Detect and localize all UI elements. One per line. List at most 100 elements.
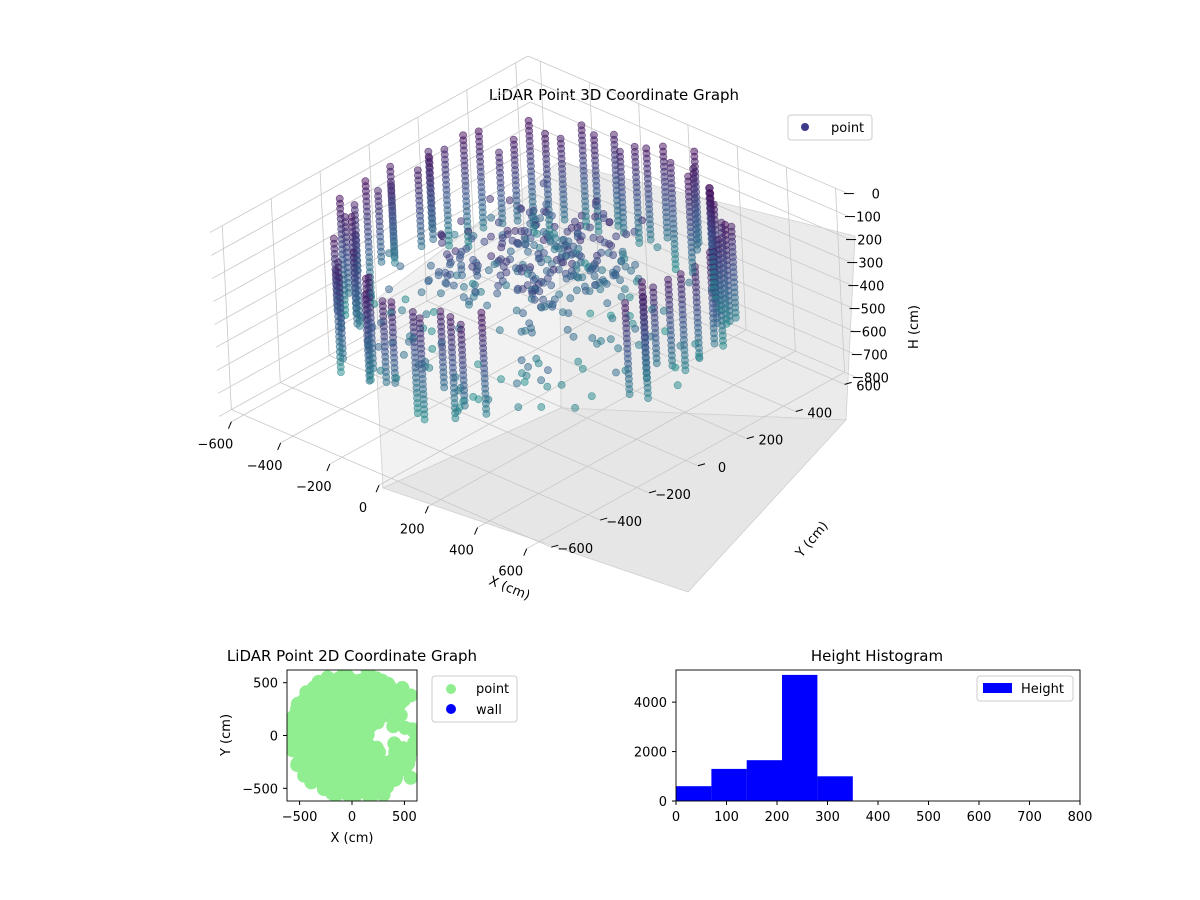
- data-point-3d: [524, 362, 532, 371]
- data-point-2d: [301, 691, 315, 706]
- data-point-3d: [537, 303, 546, 312]
- data-point-3d: [424, 277, 433, 286]
- legend-2d-marker-point: [446, 684, 456, 694]
- legend-2d: point wall: [431, 675, 518, 723]
- data-point-2d: [336, 682, 351, 697]
- y-tick-3d: [844, 381, 852, 385]
- y-tick-label-3d: 0: [718, 461, 726, 476]
- data-point-3d: [429, 235, 438, 243]
- data-point-3d: [398, 306, 406, 315]
- y-axis-label-2d: Y (cm): [219, 714, 234, 757]
- data-point-2d: [387, 717, 402, 732]
- data-point-3d: [559, 258, 567, 267]
- data-point-3d: [631, 324, 640, 333]
- data-point-2d: [312, 766, 327, 781]
- x-tick-label-2d: 0: [348, 810, 356, 825]
- chart-2d: LiDAR Point 2D Coordinate Graph −500 0 500…: [219, 647, 518, 846]
- data-point-2d: [403, 688, 417, 703]
- chart-3d-title: LiDAR Point 3D Coordinate Graph: [489, 86, 739, 104]
- data-point-3d: [438, 232, 447, 241]
- data-point-3d: [566, 294, 575, 303]
- data-point-3d: [537, 376, 545, 385]
- data-point-2d: [353, 770, 368, 785]
- data-point-3d: [428, 344, 437, 353]
- data-point-3d: [537, 403, 546, 411]
- data-point-2d: [353, 760, 368, 775]
- data-point-3d: [563, 325, 572, 334]
- grid-line-floor: [526, 371, 845, 550]
- data-point-3d: [617, 292, 626, 301]
- data-point-3d: [625, 293, 634, 302]
- data-point-3d: [547, 281, 556, 290]
- data-point-2d: [370, 692, 385, 707]
- data-point-2d: [360, 670, 375, 677]
- data-point-2d: [346, 790, 361, 801]
- data-point-3d: [497, 375, 505, 384]
- legend-hist: Height: [976, 675, 1074, 702]
- data-point-3d: [533, 229, 541, 238]
- legend-hist-box: [976, 675, 1074, 702]
- data-point-3d: [469, 292, 478, 301]
- x-tick-label-2d: 500: [392, 810, 417, 825]
- data-point-2d: [353, 697, 367, 712]
- z-tick-label-3d: 800: [864, 372, 889, 387]
- legend-3d-label-point: point: [831, 121, 864, 136]
- data-point-3d: [479, 223, 488, 232]
- data-point-3d: [390, 258, 399, 267]
- data-point-3d: [494, 281, 503, 290]
- data-point-3d: [399, 350, 408, 359]
- histogram-bar: [746, 760, 782, 801]
- data-point-3d: [562, 274, 571, 283]
- data-point-3d: [590, 272, 599, 280]
- x-tick-label-3d: 200: [400, 522, 425, 537]
- data-point-3d: [474, 360, 482, 369]
- z-tick-label-3d: 300: [858, 257, 883, 272]
- data-point-3d: [445, 241, 453, 250]
- data-point-3d: [606, 335, 615, 343]
- data-point-3d: [519, 309, 527, 318]
- x-tick-3d: [227, 421, 232, 429]
- grid-line-floor: [477, 350, 796, 528]
- data-point-3d: [612, 368, 620, 377]
- y-tick-label-hist: 0: [659, 795, 667, 810]
- data-point-3d: [608, 314, 617, 323]
- data-point-3d: [673, 381, 682, 390]
- data-point-2d: [336, 670, 351, 675]
- data-point-3d: [429, 308, 438, 316]
- data-point-3d: [546, 237, 555, 246]
- y-tick-label-3d: 200: [758, 434, 783, 449]
- data-point-3d: [586, 223, 594, 232]
- data-point-3d: [602, 279, 611, 288]
- histogram-bar: [711, 768, 747, 801]
- data-point-3d: [417, 288, 426, 297]
- data-point-3d: [440, 383, 449, 392]
- data-point-3d: [550, 245, 559, 254]
- data-point-3d: [578, 364, 587, 373]
- data-point-3d: [631, 260, 639, 269]
- data-point-3d: [513, 379, 521, 388]
- x-tick-label-3d: 0: [359, 501, 367, 516]
- data-point-2d: [321, 700, 336, 715]
- data-point-2d: [407, 736, 417, 751]
- y-tick-3d: [600, 517, 608, 521]
- y-tick-label-2d: 0: [270, 730, 278, 745]
- data-point-3d: [449, 281, 458, 290]
- y-tick-label-hist: 4000: [634, 696, 667, 711]
- data-point-3d: [557, 380, 566, 389]
- data-point-3d: [452, 271, 461, 280]
- data-point-3d: [560, 215, 569, 224]
- data-point-3d: [521, 240, 530, 249]
- data-point-3d: [622, 230, 631, 239]
- data-point-3d: [436, 289, 445, 298]
- data-point-3d: [609, 251, 617, 259]
- data-point-3d: [671, 363, 680, 372]
- data-point-3d: [502, 281, 511, 290]
- grid-line-left: [218, 239, 538, 417]
- data-point-3d: [425, 363, 434, 372]
- data-point-3d: [653, 243, 662, 252]
- data-point-3d: [427, 327, 436, 336]
- data-point-2d: [314, 713, 329, 728]
- data-point-3d: [455, 254, 464, 263]
- data-point-2d: [329, 749, 344, 764]
- data-point-3d: [530, 295, 539, 304]
